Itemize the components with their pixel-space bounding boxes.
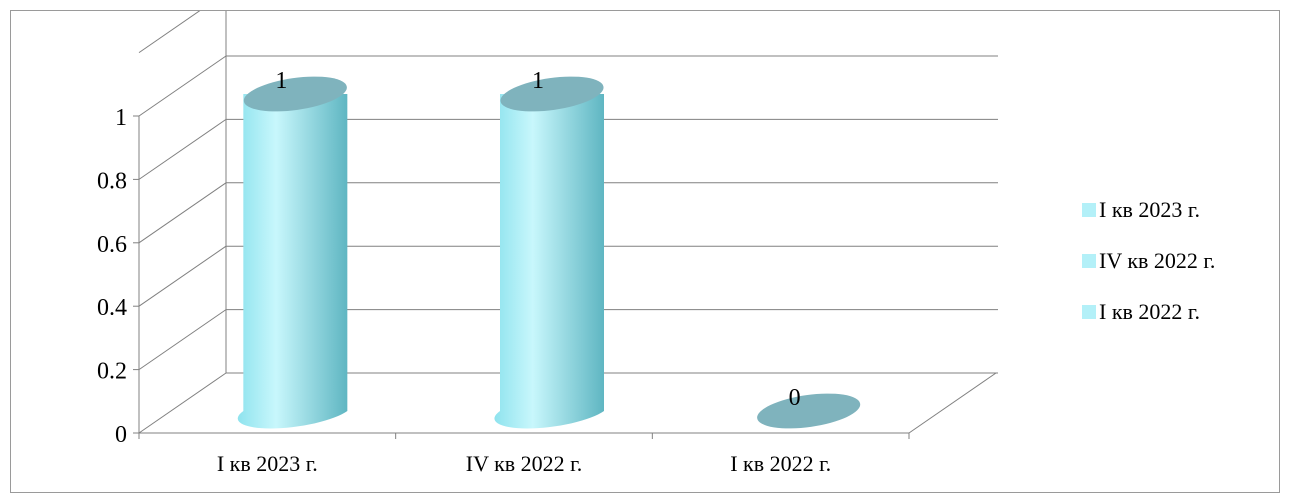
gridline-side [138, 11, 201, 54]
x-category-label: I кв 2023 г. [217, 451, 318, 476]
y-tick-labels: 0 0.2 0.4 0.6 0.8 1 [97, 105, 127, 448]
data-label: 0 [789, 385, 801, 411]
floor-right-edge [908, 372, 997, 434]
y-tick-label: 0.6 [97, 232, 127, 258]
gridline-side [138, 309, 227, 371]
bar-top [243, 76, 347, 112]
bar-cylinder [494, 94, 604, 429]
data-labels: 1 1 0 [275, 68, 800, 411]
y-tick-label: 0 [115, 422, 127, 448]
gridline-side [138, 55, 227, 117]
legend-label: IV кв 2022 г. [1099, 248, 1215, 273]
bar-top [500, 76, 604, 112]
legend-label: I кв 2022 г. [1099, 299, 1200, 324]
bar-cylinder [237, 94, 348, 429]
y-tick-label: 0.8 [97, 168, 127, 194]
legend: I кв 2023 г. IV кв 2022 г. I кв 2022 г. [1082, 197, 1215, 324]
legend-swatch [1082, 254, 1096, 268]
bars [237, 76, 861, 429]
gridline-side [138, 245, 227, 307]
x-category-label: I кв 2022 г. [730, 451, 831, 476]
x-category-label: IV кв 2022 г. [466, 451, 582, 476]
y-tick-label: 1 [115, 105, 127, 131]
x-category-labels: I кв 2023 г. IV кв 2022 г. I кв 2022 г. [217, 451, 831, 476]
legend-swatch [1082, 203, 1096, 217]
axes [133, 115, 910, 439]
data-label: 1 [532, 68, 544, 94]
gridline-side [138, 118, 227, 180]
gridlines [138, 11, 998, 434]
y-tick-label: 0.2 [97, 359, 127, 385]
legend-label: I кв 2023 г. [1099, 197, 1200, 222]
gridline-side [138, 182, 227, 244]
y-tick-label: 0.4 [97, 295, 127, 321]
data-label: 1 [275, 68, 287, 94]
chart-frame: 0 0.2 0.4 0.6 0.8 1 I кв 2023 г. IV кв 2022 г.… [10, 10, 1280, 493]
chart: 0 0.2 0.4 0.6 0.8 1 I кв 2023 г. IV кв 2022 г.… [97, 11, 1215, 476]
gridline-side [138, 372, 227, 434]
bar-top [757, 393, 861, 429]
legend-swatch [1082, 305, 1096, 319]
